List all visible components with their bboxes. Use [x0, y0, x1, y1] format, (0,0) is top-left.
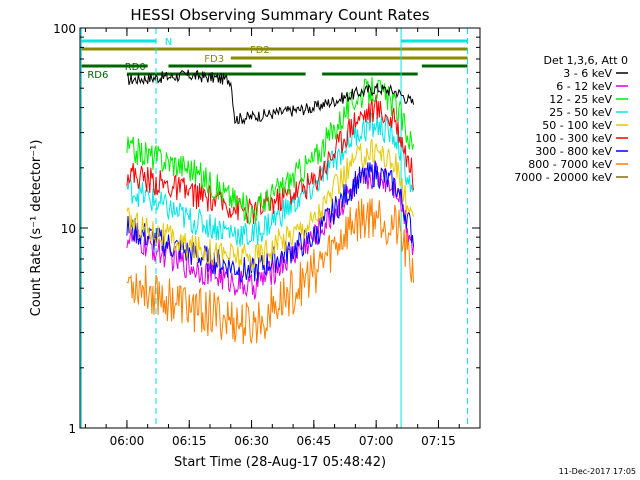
x-tick-label: 06:45	[297, 434, 332, 448]
flag-label-fd3: FD3	[204, 54, 224, 65]
legend-label: 100 - 300 keV	[535, 132, 612, 145]
y-axis: 1 10 100	[53, 22, 480, 436]
x-tick-label: 06:00	[110, 434, 145, 448]
x-tick-label: 06:30	[234, 434, 269, 448]
y-tick-label: 100	[53, 22, 76, 36]
x-axis: 06:00 06:15 06:30 06:45 07:00 07:15	[84, 28, 481, 448]
x-tick-label: 06:15	[172, 434, 207, 448]
x-tick-label: 07:00	[359, 434, 394, 448]
legend-label: 50 - 100 keV	[542, 119, 612, 132]
legend-label: 7000 - 20000 keV	[514, 171, 612, 184]
footer-timestamp: 11-Dec-2017 17:05	[559, 467, 636, 476]
series-line-5	[126, 138, 414, 271]
x-tick-label: 07:15	[421, 434, 456, 448]
data-series	[126, 69, 414, 345]
flag-label-fd2: FD2	[250, 45, 270, 56]
series-line-1	[126, 69, 414, 126]
legend-title: Det 1,3,6, Att 0	[544, 54, 628, 67]
flag-label-n: N	[165, 37, 172, 48]
series-line-3	[126, 76, 414, 225]
series-line-4	[126, 112, 414, 247]
y-axis-label: Count Rate (s⁻¹ detector⁻¹)	[29, 140, 44, 317]
y-tick-label: 1	[68, 422, 76, 436]
flag-label-rd6: RD6	[87, 70, 108, 81]
legend-label: 6 - 12 keV	[556, 80, 612, 93]
y-tick-label: 10	[61, 222, 76, 236]
legend-label: 300 - 800 keV	[535, 145, 612, 158]
flag-label-rd0: RD0	[125, 62, 146, 73]
observing-flag-bars: N FD2 FD3 RD0 RD6	[80, 28, 469, 428]
series-line-8	[126, 198, 414, 345]
legend-label: 12 - 25 keV	[549, 93, 612, 106]
series-line-6	[126, 94, 414, 225]
legend-label: 25 - 50 keV	[549, 106, 612, 119]
legend-label: 800 - 7000 keV	[528, 158, 612, 171]
x-axis-label: Start Time (28-Aug-17 05:48:42)	[174, 455, 386, 470]
chart-title: HESSI Observing Summary Count Rates	[130, 6, 429, 24]
legend-label: 3 - 6 keV	[563, 67, 612, 80]
